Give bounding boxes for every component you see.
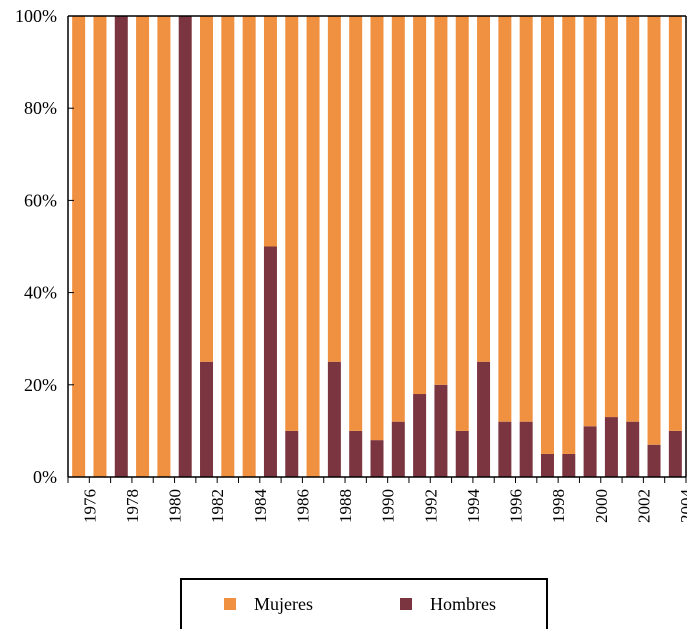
bar-hombres-1989 — [349, 431, 362, 477]
y-tick-label-20: 20% — [24, 375, 57, 395]
y-tick-label-0: 0% — [33, 467, 57, 487]
bar-mujeres-2004 — [669, 16, 682, 431]
bar-hombres-1996 — [498, 422, 511, 477]
bar-mujeres-1990 — [371, 16, 384, 440]
bar-mujeres-2003 — [648, 16, 661, 445]
x-tick-label-1976: 1976 — [80, 489, 99, 523]
bar-mujeres-1991 — [392, 16, 405, 422]
legend: Mujeres Hombres — [180, 578, 548, 629]
bar-hombres-1990 — [371, 440, 384, 477]
x-tick-label-1990: 1990 — [379, 489, 398, 523]
bar-hombres-2000 — [584, 426, 597, 477]
bar-mujeres-1999 — [562, 16, 575, 454]
bar-hombres-1999 — [562, 454, 575, 477]
bar-mujeres-1996 — [498, 16, 511, 422]
bar-mujeres-1998 — [541, 16, 554, 454]
bar-mujeres-1982 — [200, 16, 213, 362]
legend-item-mujeres: Mujeres — [224, 594, 313, 614]
legend-item-hombres: Hombres — [400, 594, 496, 614]
x-tick-label-1988: 1988 — [336, 489, 355, 523]
bar-mujeres-1997 — [520, 16, 533, 422]
bar-mujeres-2002 — [626, 16, 639, 422]
x-tick-label-1980: 1980 — [166, 489, 185, 523]
x-tick-label-1982: 1982 — [208, 489, 227, 523]
bar-hombres-1985 — [264, 247, 277, 478]
bar-mujeres-2000 — [584, 16, 597, 426]
bar-hombres-1998 — [541, 454, 554, 477]
legend-swatch-mujeres — [224, 598, 236, 610]
bar-mujeres-1988 — [328, 16, 341, 362]
bar-hombres-1997 — [520, 422, 533, 477]
bar-hombres-1994 — [456, 431, 469, 477]
bar-mujeres-1993 — [434, 16, 447, 385]
bar-mujeres-1979 — [136, 16, 149, 477]
x-tick-label-1986: 1986 — [293, 489, 312, 523]
legend-label-mujeres: Mujeres — [254, 594, 313, 615]
bar-hombres-1993 — [434, 385, 447, 477]
x-tick-label-2002: 2002 — [634, 489, 653, 523]
y-tick-label-60: 60% — [24, 190, 57, 210]
legend-swatch-hombres — [400, 598, 412, 610]
bar-mujeres-1983 — [221, 16, 234, 477]
bar-mujeres-1985 — [264, 16, 277, 247]
bar-hombres-1992 — [413, 394, 426, 477]
y-tick-label-40: 40% — [24, 283, 57, 303]
legend-label-hombres: Hombres — [430, 594, 496, 615]
bar-mujeres-1984 — [243, 16, 256, 477]
bar-mujeres-1992 — [413, 16, 426, 394]
bar-hombres-2004 — [669, 431, 682, 477]
bar-hombres-1988 — [328, 362, 341, 477]
x-tick-label-2000: 2000 — [592, 489, 611, 523]
bar-hombres-2002 — [626, 422, 639, 477]
x-tick-label-2004: 2004 — [677, 489, 687, 524]
bar-mujeres-1976 — [72, 16, 85, 477]
bar-hombres-2003 — [648, 445, 661, 477]
bar-hombres-1986 — [285, 431, 298, 477]
y-tick-label-80: 80% — [24, 98, 57, 118]
bar-hombres-1981 — [179, 16, 192, 477]
bar-hombres-1991 — [392, 422, 405, 477]
bar-mujeres-1977 — [93, 16, 106, 477]
bar-mujeres-1986 — [285, 16, 298, 431]
bar-mujeres-1987 — [307, 16, 320, 477]
x-tick-label-1994: 1994 — [464, 489, 483, 523]
y-tick-label-100: 100% — [15, 6, 57, 26]
x-tick-label-1998: 1998 — [549, 489, 568, 523]
x-tick-label-1996: 1996 — [507, 489, 526, 523]
bar-hombres-2001 — [605, 417, 618, 477]
bar-hombres-1995 — [477, 362, 490, 477]
x-tick-label-1978: 1978 — [123, 489, 142, 523]
bar-mujeres-2001 — [605, 16, 618, 417]
bar-hombres-1978 — [115, 16, 128, 477]
bar-mujeres-1980 — [157, 16, 170, 477]
x-tick-label-1984: 1984 — [251, 489, 270, 524]
bar-mujeres-1995 — [477, 16, 490, 362]
bar-mujeres-1994 — [456, 16, 469, 431]
bar-mujeres-1989 — [349, 16, 362, 431]
bar-hombres-1982 — [200, 362, 213, 477]
x-tick-label-1992: 1992 — [421, 489, 440, 523]
